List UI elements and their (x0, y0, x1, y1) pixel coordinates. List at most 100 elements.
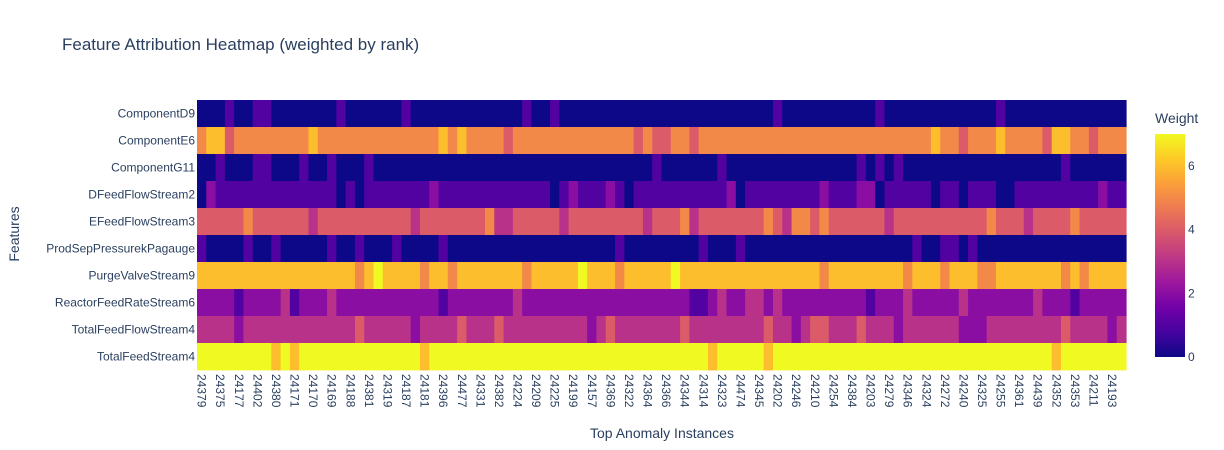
heatmap-cell (1088, 208, 1099, 236)
heatmap-cell (475, 316, 486, 344)
heatmap-cell (633, 154, 644, 182)
heatmap-cell (252, 316, 263, 344)
heatmap-cell (271, 154, 282, 182)
heatmap-cell (568, 262, 579, 290)
heatmap-cell (995, 343, 1006, 371)
heatmap-cell (327, 235, 337, 263)
heatmap-cell (308, 262, 319, 290)
x-tick-label: 24272 (938, 374, 952, 408)
heatmap-cell (559, 208, 570, 236)
heatmap-cell (995, 289, 1006, 317)
heatmap-cell (438, 127, 449, 155)
heatmap-cell (327, 127, 337, 155)
heatmap-cell (587, 289, 598, 317)
heatmap-cell (903, 235, 913, 263)
heatmap-cell (838, 262, 848, 290)
heatmap-cell (772, 154, 783, 182)
heatmap-cell (661, 316, 672, 344)
heatmap-cell (522, 262, 533, 290)
heatmap-cell (382, 127, 393, 155)
heatmap-cell (215, 316, 226, 344)
heatmap-cell (615, 316, 625, 344)
heatmap-cell (466, 100, 477, 128)
heatmap-cell (215, 289, 226, 317)
heatmap-cell (1088, 262, 1099, 290)
x-tick-label: 24246 (789, 374, 803, 408)
heatmap-cell (503, 100, 514, 128)
heatmap-cell (1116, 262, 1127, 290)
heatmap-cell (921, 208, 932, 236)
heatmap-cell (382, 181, 393, 209)
heatmap-cell (1098, 289, 1109, 317)
heatmap-cell (652, 100, 663, 128)
heatmap-cell (522, 100, 533, 128)
heatmap-cell (893, 343, 904, 371)
heatmap-cell (1023, 289, 1034, 317)
heatmap-cell (633, 343, 644, 371)
heatmap-cell (289, 289, 300, 317)
heatmap-cell (596, 316, 607, 344)
heatmap-cell (512, 127, 523, 155)
heatmap-cell (968, 343, 978, 371)
heatmap-cell (568, 154, 579, 182)
heatmap-cell (791, 100, 802, 128)
heatmap-cell (865, 127, 876, 155)
heatmap-cell (1033, 262, 1043, 290)
heatmap-cell (308, 208, 319, 236)
heatmap-cell (503, 343, 514, 371)
heatmap-cell (605, 181, 616, 209)
heatmap-cell (921, 181, 932, 209)
heatmap-cell (197, 262, 207, 290)
heatmap-cell (763, 100, 774, 128)
heatmap-cell (234, 127, 245, 155)
heatmap-cell (800, 100, 811, 128)
heatmap-cell (447, 154, 458, 182)
heatmap-cell (392, 127, 402, 155)
heatmap-cell (661, 181, 672, 209)
x-tick-label: 24384 (845, 374, 859, 408)
x-tick-label: 24325 (975, 374, 989, 408)
y-tick-label: ProdSepPressurekPagauge (46, 242, 195, 256)
x-tick-label: 24322 (622, 374, 636, 408)
heatmap-cell (847, 262, 858, 290)
heatmap-cell (875, 343, 886, 371)
heatmap-cell (494, 208, 505, 236)
heatmap-cell (392, 100, 402, 128)
heatmap-cell (912, 262, 923, 290)
heatmap-cell (1098, 154, 1109, 182)
heatmap-cell (392, 289, 402, 317)
heatmap-cell (735, 127, 746, 155)
heatmap-cell (838, 235, 848, 263)
heatmap-cell (531, 100, 542, 128)
heatmap-cell (289, 316, 300, 344)
heatmap-cell (689, 154, 700, 182)
heatmap-cell (689, 262, 700, 290)
heatmap-cell (875, 208, 886, 236)
y-tick-label: ComponentD9 (118, 107, 196, 121)
heatmap-cell (819, 181, 830, 209)
heatmap-cell (754, 154, 765, 182)
heatmap-cell (726, 316, 737, 344)
heatmap-cell (577, 316, 588, 344)
heatmap-cell (354, 208, 365, 236)
heatmap-cell (791, 208, 802, 236)
heatmap-cell (587, 262, 598, 290)
heatmap-cell (224, 154, 235, 182)
heatmap-cell (262, 235, 272, 263)
heatmap-cell (1005, 181, 1016, 209)
heatmap-cell (382, 154, 393, 182)
heatmap-cell (782, 127, 793, 155)
heatmap-cell (615, 100, 625, 128)
heatmap-cell (419, 316, 430, 344)
heatmap-cell (1014, 262, 1025, 290)
heatmap-cell (1088, 235, 1099, 263)
heatmap-cell (596, 262, 607, 290)
heatmap-cell (1098, 262, 1109, 290)
heatmap-cell (512, 316, 523, 344)
heatmap-cell (995, 208, 1006, 236)
heatmap-cell (772, 262, 783, 290)
heatmap-cell (689, 316, 700, 344)
heatmap-cell (1014, 127, 1025, 155)
heatmap-cell (475, 343, 486, 371)
heatmap-cell (234, 316, 245, 344)
